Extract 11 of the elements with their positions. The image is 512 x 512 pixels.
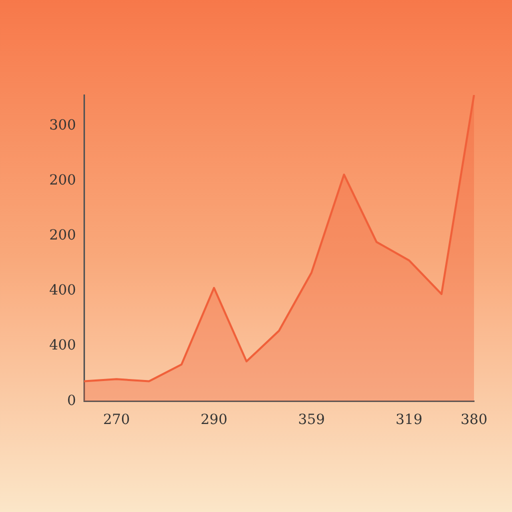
text: 200 [49, 172, 76, 188]
x-tick-label: 319 [396, 412, 422, 428]
text: 400 [49, 282, 76, 299]
text: 300 [49, 117, 76, 134]
x-tick-label: 290 [200, 412, 228, 428]
x-tick-label: 359 [298, 412, 325, 428]
x-tick-label: 270 [103, 412, 130, 428]
text: 200 [49, 227, 76, 244]
text: 400 [49, 338, 76, 354]
x-tick-label: 380 [460, 412, 488, 428]
text: 0 [67, 392, 76, 409]
